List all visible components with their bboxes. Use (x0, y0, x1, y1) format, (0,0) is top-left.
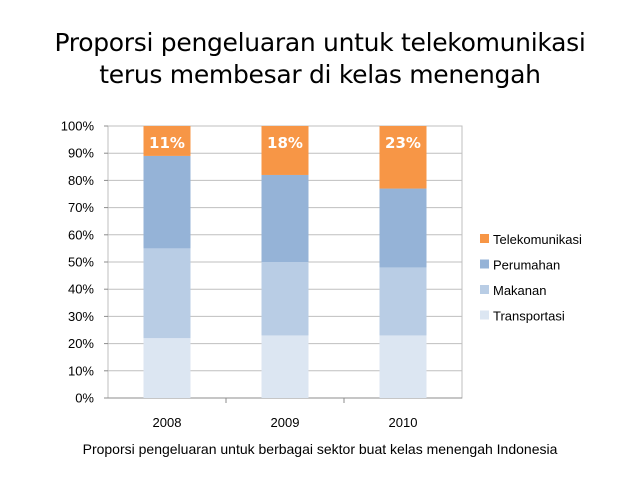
data-label: 11% (149, 134, 185, 152)
y-tick-label: 10% (68, 363, 94, 378)
legend-swatch (480, 234, 489, 243)
bar-segment-transportasi (143, 338, 191, 398)
legend-label: Perumahan (493, 258, 560, 273)
bar-segment-makanan (379, 267, 427, 336)
x-tick-label: 2008 (153, 415, 182, 430)
legend-label: Makanan (493, 283, 546, 298)
chart-caption: Proporsi pengeluaran untuk berbagai sekt… (82, 441, 558, 457)
x-tick-label: 2010 (389, 415, 418, 430)
y-tick-label: 100% (61, 119, 95, 134)
bar-segment-perumahan (143, 155, 191, 249)
bar-segment-perumahan (379, 188, 427, 268)
legend-swatch (480, 310, 489, 320)
y-tick-label: 80% (68, 173, 94, 188)
data-label: 18% (267, 134, 303, 152)
y-tick-label: 60% (68, 227, 94, 242)
legend-swatch (480, 285, 489, 294)
legend-label: Transportasi (493, 309, 565, 324)
legend-swatch (480, 259, 489, 269)
y-tick-label: 90% (68, 146, 94, 161)
chart-title-line-2: terus membesar di kelas menengah (99, 60, 541, 89)
y-tick-label: 20% (68, 336, 94, 351)
bar-segment-telekomunikasi (261, 126, 309, 175)
chart-title-line-1: Proporsi pengeluaran untuk telekomunikas… (54, 28, 586, 57)
bar-segment-telekomunikasi (143, 126, 191, 156)
bar-segment-perumahan (261, 174, 309, 262)
bar-segment-makanan (261, 262, 309, 336)
y-tick-label: 0% (75, 391, 94, 406)
y-tick-label: 50% (68, 255, 94, 270)
bar-segment-makanan (143, 248, 191, 339)
bar-segment-transportasi (261, 335, 309, 398)
y-tick-label: 70% (68, 200, 94, 215)
bar-segment-telekomunikasi (379, 126, 427, 189)
bar-segment-transportasi (379, 335, 427, 398)
x-tick-label: 2009 (271, 415, 300, 430)
data-label: 23% (385, 134, 421, 152)
y-tick-label: 30% (68, 309, 94, 324)
legend-label: Telekomunikasi (493, 232, 582, 247)
y-tick-label: 40% (68, 282, 94, 297)
